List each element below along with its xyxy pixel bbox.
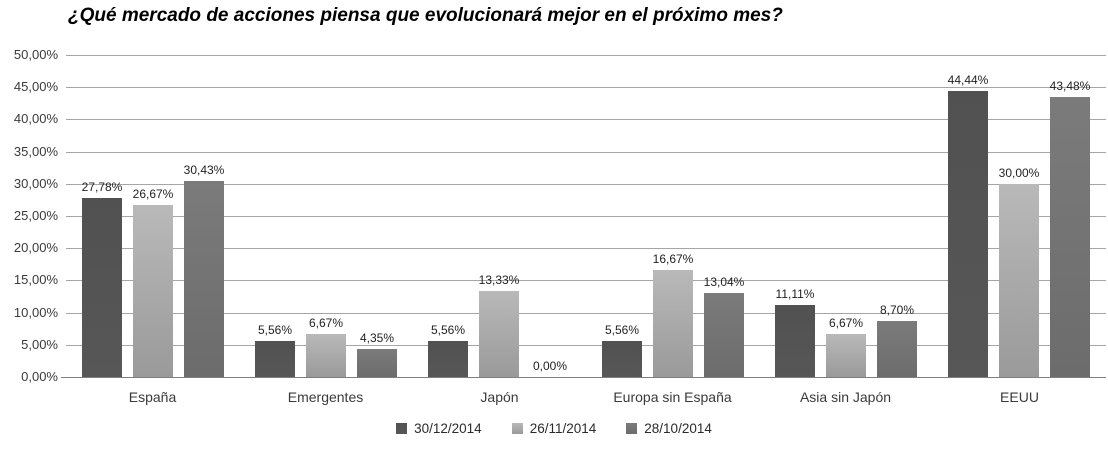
bar-value-label: 4,35% — [359, 331, 395, 345]
bar-28/10/2014-EEUU — [1050, 97, 1090, 377]
y-grid-line — [66, 184, 1106, 185]
bar-value-label: 5,56% — [604, 323, 640, 337]
bar-28/10/2014-Asia sin Japón — [877, 321, 917, 377]
y-tick-label: 50,00% — [13, 47, 58, 62]
x-category-label: Asia sin Japón — [799, 389, 892, 405]
legend-item: 30/12/2014 — [396, 421, 482, 436]
bar-value-label: 5,56% — [430, 323, 466, 337]
bar-26/11/2014-España — [133, 205, 173, 377]
bar-26/11/2014-Europa sin España — [653, 270, 693, 377]
y-grid-line — [66, 87, 1106, 88]
bar-value-label: 0,00% — [532, 359, 568, 373]
bar-30/12/2014-Asia sin Japón — [775, 305, 815, 377]
y-grid-line — [66, 216, 1106, 217]
y-grid-line — [66, 152, 1106, 153]
legend-swatch-icon — [626, 423, 638, 434]
y-grid-line — [66, 55, 1106, 56]
y-tick-label: 5,00% — [21, 337, 58, 352]
bar-28/10/2014-España — [184, 181, 224, 377]
bar-26/11/2014-Japón — [479, 291, 519, 377]
y-grid-line — [66, 345, 1106, 346]
bar-value-label: 44,44% — [947, 73, 989, 87]
bar-value-label: 6,67% — [828, 316, 864, 330]
bar-value-label: 13,33% — [478, 273, 520, 287]
legend-item: 28/10/2014 — [626, 421, 712, 436]
legend-label: 30/12/2014 — [414, 421, 482, 436]
bar-30/12/2014-Europa sin España — [602, 341, 642, 377]
x-category-label: Emergentes — [287, 389, 364, 405]
x-axis-line — [61, 377, 1106, 378]
y-tick-label: 15,00% — [13, 272, 58, 287]
bar-value-label: 43,48% — [1049, 79, 1091, 93]
legend-swatch-icon — [396, 423, 408, 434]
y-tick-label: 40,00% — [13, 111, 58, 126]
bar-value-label: 6,67% — [308, 316, 344, 330]
bar-26/11/2014-Emergentes — [306, 334, 346, 377]
y-tick-label: 30,00% — [13, 176, 58, 191]
y-grid-line — [66, 119, 1106, 120]
bar-26/11/2014-EEUU — [999, 184, 1039, 377]
x-category-label: EEUU — [1000, 389, 1039, 405]
x-category-label: Japón — [480, 389, 519, 405]
bar-value-label: 8,70% — [879, 303, 915, 317]
bar-30/12/2014-EEUU — [948, 91, 988, 377]
bar-28/10/2014-Emergentes — [357, 349, 397, 377]
y-tick-label: 20,00% — [13, 240, 58, 255]
chart-legend: 30/12/2014 26/11/2014 28/10/2014 — [0, 421, 1108, 436]
x-category-label: España — [128, 389, 177, 405]
y-grid-line — [66, 248, 1106, 249]
legend-swatch-icon — [511, 423, 523, 434]
bar-30/12/2014-España — [82, 198, 122, 377]
legend-label: 28/10/2014 — [644, 421, 712, 436]
bar-value-label: 26,67% — [132, 187, 174, 201]
bar-value-label: 5,56% — [257, 323, 293, 337]
y-tick-label: 45,00% — [13, 79, 58, 94]
bar-value-label: 16,67% — [652, 252, 694, 266]
bar-30/12/2014-Japón — [428, 341, 468, 377]
bar-28/10/2014-Europa sin España — [704, 293, 744, 377]
bar-value-label: 11,11% — [775, 287, 815, 301]
bar-value-label: 13,04% — [703, 275, 745, 289]
y-grid-line — [66, 313, 1106, 314]
bar-26/11/2014-Asia sin Japón — [826, 334, 866, 377]
bar-30/12/2014-Emergentes — [255, 341, 295, 377]
y-tick-label: 0,00% — [21, 369, 58, 384]
chart-title: ¿Qué mercado de acciones piensa que evol… — [68, 5, 783, 26]
bar-value-label: 27,78% — [81, 180, 123, 194]
legend-item: 26/11/2014 — [511, 421, 597, 436]
y-tick-label: 35,00% — [13, 144, 58, 159]
bar-value-label: 30,43% — [183, 163, 225, 177]
y-tick-label: 25,00% — [13, 208, 58, 223]
x-category-label: Europa sin España — [613, 389, 732, 405]
y-grid-line — [66, 280, 1106, 281]
bar-value-label: 30,00% — [998, 166, 1040, 180]
legend-label: 26/11/2014 — [529, 421, 597, 436]
y-tick-label: 10,00% — [13, 305, 58, 320]
